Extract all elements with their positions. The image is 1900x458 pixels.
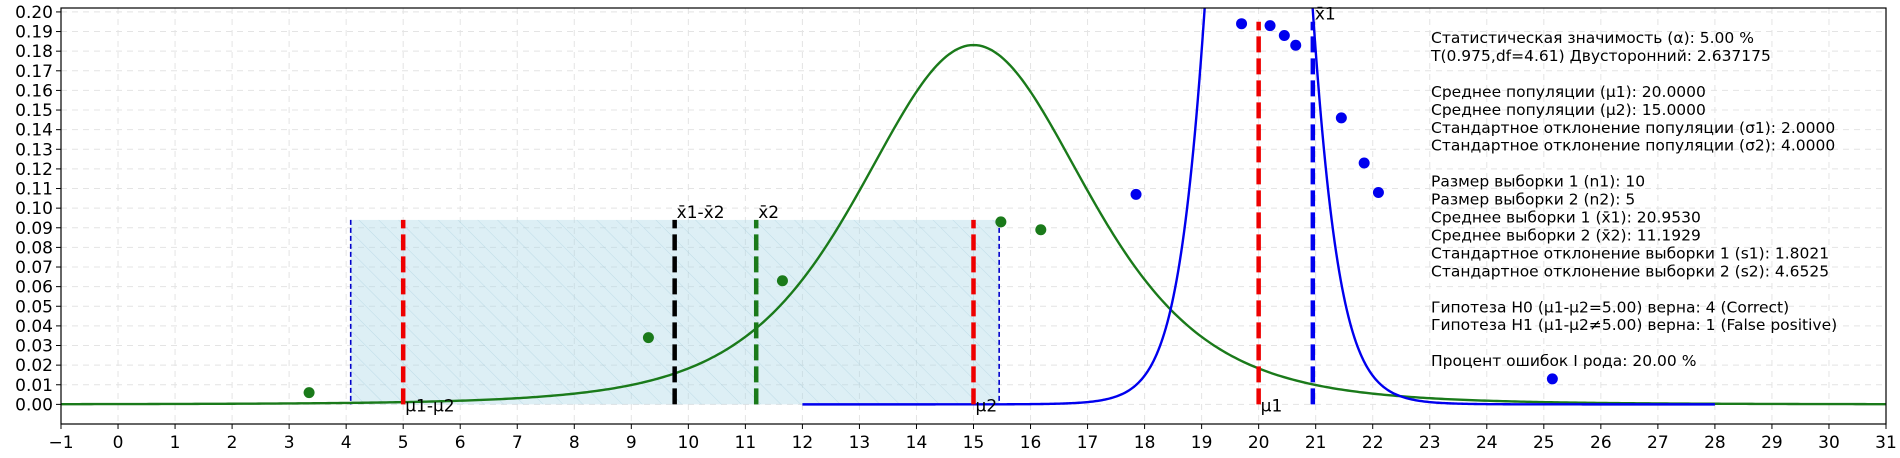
y-tick-label: 0.18 [15, 42, 53, 62]
density-curve-1 [61, 43, 1886, 406]
stat-line: Статистическая значимость (α): 5.00 % [1431, 29, 1754, 47]
x-tick-label: 7 [512, 433, 523, 453]
sample-point-2 [1335, 112, 1347, 124]
stat-line: Стандартное отклонение популяции (σ1): 2… [1431, 119, 1835, 137]
x-tick-label: 11 [735, 433, 757, 453]
statistics-text: Статистическая значимость (α): 5.00 %T(0… [1430, 29, 1837, 370]
x-tick-label: 10 [678, 433, 700, 453]
reference-lines [400, 21, 1316, 405]
y-tick-label: 0.12 [15, 160, 53, 180]
x-tick-label: 17 [1077, 433, 1099, 453]
y-tick-label: 0.10 [15, 199, 53, 219]
stat-line: Гипотеза H0 (μ1-μ2=5.00) верна: 4 (Corre… [1431, 298, 1789, 316]
x-tick-label: 19 [1191, 433, 1213, 453]
stat-line: Среднее выборки 1 (x̄1): 20.9530 [1431, 209, 1701, 227]
x-tick-label: 31 [1875, 433, 1897, 453]
y-tick-label: 0.15 [15, 101, 53, 121]
x-tick-label: 5 [398, 433, 409, 453]
sample-point-1 [303, 387, 315, 399]
stat-line: Процент ошибок I рода: 20.00 % [1431, 352, 1696, 370]
sample-point-2 [1236, 18, 1248, 30]
x-tick-label: 6 [455, 433, 466, 453]
stat-line: Размер выборки 1 (n1): 10 [1431, 173, 1645, 191]
stat-line: Стандартное отклонение популяции (σ2): 4… [1431, 137, 1835, 155]
y-tick-label: 0.16 [15, 81, 53, 101]
x-tick-label: 16 [1020, 433, 1042, 453]
sample-point-2 [1372, 186, 1384, 198]
y-tick-label: 0.00 [15, 395, 53, 415]
x-tick-label: 12 [792, 433, 814, 453]
x-tick-label: 15 [963, 433, 985, 453]
axes: −1 0 1 2 3 4 5 6 7 8 9 10 11 12 13 14 15 16 17 18 19 20 21 22 23… [15, 3, 1897, 453]
ref-line-label: μ1-μ2 [405, 396, 454, 416]
x-tick-label: 22 [1362, 433, 1384, 453]
sample-point-1 [1035, 224, 1047, 236]
x-tick-label: 25 [1533, 433, 1555, 453]
y-tick-label: 0.14 [15, 121, 53, 141]
ref-line-label: μ2 [976, 396, 998, 416]
ref-line-label: μ1 [1261, 396, 1283, 416]
y-tick-label: 0.04 [15, 317, 53, 337]
ref-line-label: x̄2 [758, 203, 779, 223]
x-tick-label: 26 [1590, 433, 1612, 453]
x-tick-label: 18 [1134, 433, 1156, 453]
x-tick-label: 3 [284, 433, 295, 453]
sample-point-2 [1290, 39, 1302, 51]
x-tick-label: 27 [1647, 433, 1669, 453]
y-tick-label: 0.07 [15, 258, 53, 278]
x-tick-label: 0 [113, 433, 124, 453]
x-tick-label: 4 [341, 433, 352, 453]
x-tick-label: 28 [1704, 433, 1726, 453]
y-tick-label: 0.01 [15, 376, 53, 396]
y-tick-label: 0.09 [15, 219, 53, 239]
sample-point-1 [642, 332, 654, 344]
x-tick-label: 1 [170, 433, 181, 453]
y-tick-label: 0.08 [15, 238, 53, 258]
stat-line: Среднее популяции (μ2): 15.0000 [1431, 101, 1706, 119]
sample-point-2 [1358, 157, 1370, 169]
density-curve-2 [802, 8, 1715, 406]
y-tick-label: 0.02 [15, 356, 53, 376]
x-tick-label: 14 [906, 433, 928, 453]
sample-point-1 [776, 275, 788, 287]
x-tick-label: 23 [1419, 433, 1441, 453]
stat-line: Стандартное отклонение выборки 2 (s2): 4… [1431, 262, 1829, 280]
y-tick-label: 0.20 [15, 3, 53, 23]
ref-line-label: x̄1 [1315, 5, 1336, 25]
x-tick-label: 21 [1305, 433, 1327, 453]
stat-line: Гипотеза H1 (μ1-μ2≠5.00) верна: 1 (False… [1431, 316, 1837, 334]
x-tick-label: 29 [1761, 433, 1783, 453]
stat-line: T(0.975,df=4.61) Двусторонний: 2.637175 [1430, 47, 1771, 65]
x-tick-label: 24 [1476, 433, 1498, 453]
x-tick-label: 2 [227, 433, 238, 453]
stat-line: Стандартное отклонение выборки 1 (s1): 1… [1431, 244, 1829, 262]
x-tick-label: 13 [849, 433, 871, 453]
x-tick-label: 20 [1248, 433, 1270, 453]
y-tick-label: 0.03 [15, 337, 53, 357]
sample-point-2 [1264, 20, 1276, 32]
y-tick-label: 0.06 [15, 278, 53, 298]
stat-line: Среднее популяции (μ1): 20.0000 [1431, 83, 1706, 101]
stat-line: Размер выборки 2 (n2): 5 [1431, 191, 1635, 209]
y-tick-label: 0.05 [15, 297, 53, 317]
sample-point-2 [1278, 29, 1290, 41]
x-tick-label: −1 [48, 433, 73, 453]
ref-line-label: x̄1-x̄2 [677, 203, 725, 223]
y-tick-label: 0.19 [15, 23, 53, 43]
density-curves [61, 8, 1886, 406]
sample-point-2 [1130, 188, 1142, 200]
sample-point-2 [1546, 373, 1558, 385]
line-labels: μ1-μ2 x̄1-x̄2 x̄2 μ2 μ1 x̄1 [405, 5, 1336, 417]
x-tick-label: 30 [1818, 433, 1840, 453]
y-tick-label: 0.11 [15, 180, 53, 200]
stat-line: Среднее выборки 2 (x̄2): 11.1929 [1431, 226, 1701, 244]
x-tick-label: 8 [569, 433, 580, 453]
sample-point-1 [995, 216, 1007, 228]
y-tick-label: 0.17 [15, 62, 53, 82]
y-tick-label: 0.13 [15, 140, 53, 160]
x-tick-label: 9 [626, 433, 637, 453]
sample-points [303, 18, 1558, 399]
